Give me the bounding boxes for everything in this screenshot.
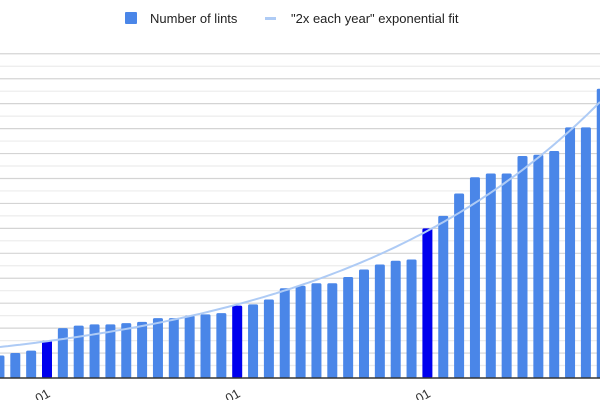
bar-highlighted[interactable] [42,340,52,378]
bar[interactable] [517,156,528,378]
bar[interactable] [26,350,37,378]
bar[interactable] [359,269,369,378]
bar[interactable] [295,285,306,378]
legend-item-exponential-fit[interactable]: "2x each year" exponential fit [265,8,459,28]
bar[interactable] [390,260,401,378]
bar[interactable] [73,325,84,378]
bar[interactable] [311,283,322,378]
bar[interactable] [533,154,544,378]
bar[interactable] [263,299,274,378]
bar[interactable] [469,177,480,378]
bar[interactable] [438,215,449,378]
bar-highlighted[interactable] [232,305,243,378]
bar[interactable] [485,173,496,378]
bar[interactable] [57,328,68,378]
bar[interactable] [105,324,116,378]
bar[interactable] [184,315,195,378]
bar[interactable] [454,193,465,378]
x-tick-label: -01 [29,386,53,400]
legend-label-exponential-fit: "2x each year" exponential fit [291,10,459,26]
gridlines [0,53,600,367]
bar[interactable] [501,173,512,378]
bar[interactable] [200,314,211,378]
bar[interactable] [549,151,560,378]
bar[interactable] [596,88,600,378]
x-tick-label: -01 [219,386,243,400]
legend-line-swatch-icon [265,16,276,20]
bar-highlighted[interactable] [422,228,433,378]
bar[interactable] [580,127,591,378]
bar[interactable] [216,313,227,378]
bar[interactable] [374,264,385,378]
legend: Number of lints "2x each year" exponenti… [0,8,600,28]
bar[interactable] [279,288,290,378]
legend-item-number-of-lints[interactable]: Number of lints [125,8,237,28]
bar[interactable] [137,321,148,378]
x-tick-labels: -01 -01 -01 [29,386,433,400]
bar[interactable] [121,323,132,378]
bar[interactable] [10,353,21,378]
x-tick-label: -01 [409,386,433,400]
exponential-fit-line [0,101,600,348]
bar[interactable] [406,259,417,378]
bars [0,88,600,378]
legend-label-number-of-lints: Number of lints [150,10,238,26]
bar[interactable] [0,355,5,378]
bar[interactable] [248,304,259,378]
bar[interactable] [89,324,100,378]
bar[interactable] [152,318,163,378]
legend-bar-swatch-icon [125,12,137,24]
bar[interactable] [327,283,338,378]
bar[interactable] [565,127,576,378]
bar[interactable] [168,318,179,378]
bar[interactable] [343,276,354,378]
